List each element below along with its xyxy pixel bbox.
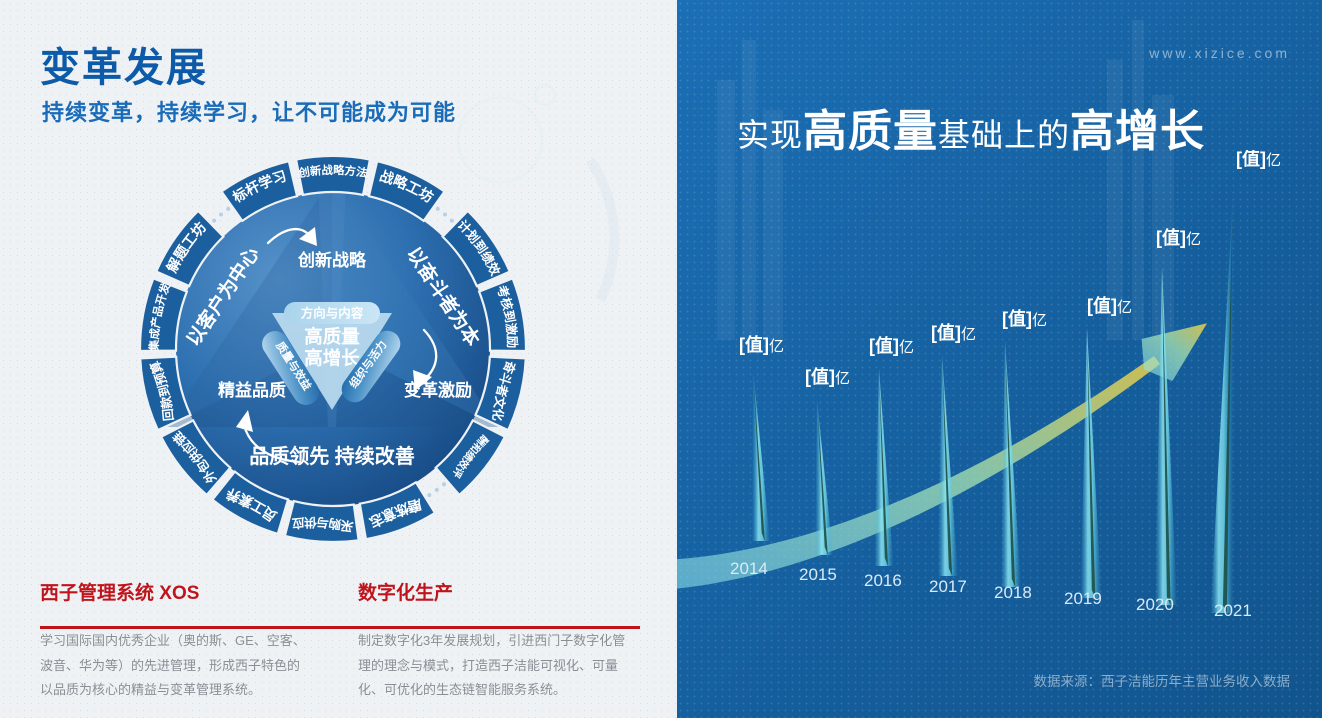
svg-text:[值]亿: [值]亿	[1156, 227, 1201, 248]
svg-text:[值]亿: [值]亿	[739, 334, 784, 355]
svg-text:[值]亿: [值]亿	[805, 366, 850, 387]
svg-text:2021: 2021	[1214, 601, 1252, 620]
svg-text:[值]亿: [值]亿	[1087, 295, 1132, 316]
svg-text:薪酬和绩效评估: 薪酬和绩效评估	[0, 0, 491, 481]
svg-text:2018: 2018	[994, 583, 1032, 602]
svg-text:[值]亿: [值]亿	[1236, 150, 1281, 169]
svg-text:2017: 2017	[929, 577, 967, 596]
svg-text:[值]亿: [值]亿	[1002, 308, 1047, 329]
svg-text:2019: 2019	[1064, 589, 1102, 608]
svg-text:2016: 2016	[864, 571, 902, 590]
svg-text:2015: 2015	[799, 565, 837, 584]
svg-text:2020: 2020	[1136, 595, 1174, 614]
svg-text:[值]亿: [值]亿	[869, 335, 914, 356]
svg-text:[值]亿: [值]亿	[931, 322, 976, 343]
svg-text:2014: 2014	[730, 559, 768, 578]
